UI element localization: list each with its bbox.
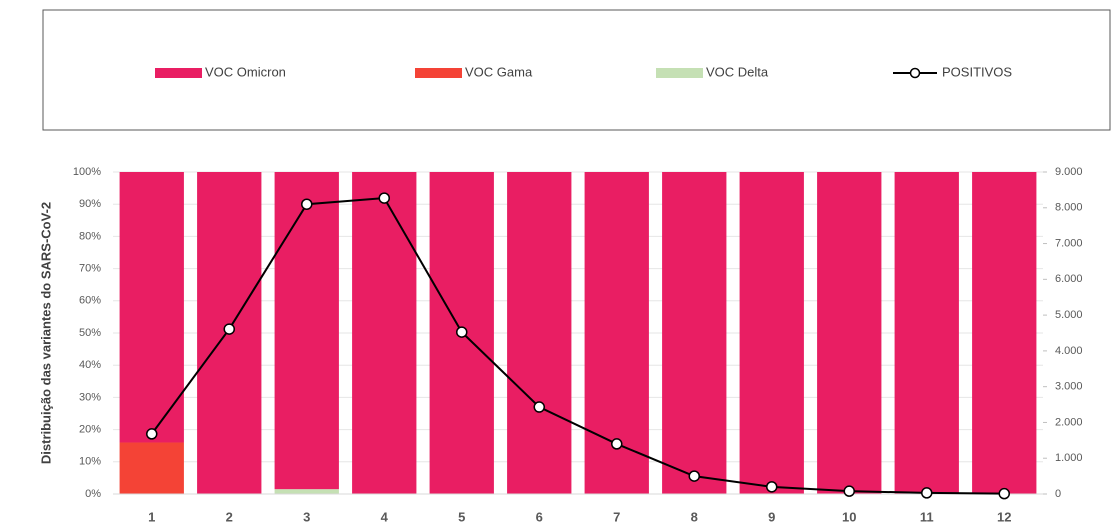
legend-label: VOC Omicron (205, 64, 286, 79)
point (378, 192, 390, 204)
y-tick-label: 70% (79, 263, 101, 275)
point (998, 487, 1010, 500)
y2-tick-label: 3.000 (1055, 381, 1083, 393)
x-tick-label: 12 (997, 509, 1011, 524)
bar (972, 172, 1037, 494)
y2-tick-label: 6.000 (1055, 273, 1083, 285)
y-tick-label: 20% (79, 424, 101, 436)
y2-tick-label: 0 (1055, 488, 1061, 500)
x-tick-label: 11 (920, 509, 934, 524)
point (223, 323, 235, 335)
bar (352, 172, 417, 494)
x-tick-label: 4 (381, 509, 389, 524)
legend-marker (909, 67, 921, 79)
point (533, 401, 545, 413)
point (766, 481, 778, 493)
y2-tick-label: 5.000 (1055, 309, 1083, 321)
legend-label: VOC Delta (706, 64, 769, 79)
x-tick-label: 5 (458, 509, 465, 524)
point (921, 487, 933, 499)
x-tick-label: 1 (148, 509, 155, 524)
bar (119, 172, 184, 443)
legend-label: VOC Gama (465, 64, 533, 79)
point (301, 198, 313, 210)
bar (119, 442, 184, 494)
line (150, 197, 1005, 495)
bar (274, 489, 339, 494)
point (611, 438, 623, 450)
y-tick-label: 100% (73, 166, 101, 178)
point (843, 485, 855, 497)
x-tick-label: 9 (768, 509, 775, 524)
y-tick-label: 40% (79, 359, 101, 371)
y2-tick-label: 9.000 (1055, 166, 1083, 178)
y-tick-label: 0% (85, 488, 101, 500)
y-tick-label: 50% (79, 327, 101, 339)
legend-swatch (155, 68, 202, 78)
y2-tick-label: 2.000 (1055, 416, 1083, 428)
y-tick-label: 60% (79, 295, 101, 307)
y-tick-label: 10% (79, 456, 101, 468)
y-axis-label: Distribuição das variantes do SARS-CoV-2 (38, 202, 53, 464)
y-tick-label: 80% (79, 230, 101, 242)
legend-swatch (656, 68, 703, 78)
x-tick-label: 7 (613, 509, 620, 524)
y2-tick-label: 8.000 (1055, 202, 1083, 214)
x-tick-label: 3 (303, 509, 310, 524)
point (688, 470, 700, 482)
y-tick-label: 30% (79, 391, 101, 403)
x-tick-label: 2 (226, 509, 233, 524)
bar (817, 172, 882, 494)
y2-tick-label: 4.000 (1055, 345, 1083, 357)
y2-tick-label: 1.000 (1055, 452, 1083, 464)
bar (507, 172, 572, 494)
y2-tick-label: 7.000 (1055, 237, 1083, 249)
legend-swatch (415, 68, 462, 78)
bar (274, 172, 339, 490)
point (146, 428, 158, 440)
legend-box (42, 9, 1111, 131)
point (456, 326, 468, 338)
x-tick-label: 6 (536, 509, 543, 524)
legend-label: POSITIVOS (942, 64, 1012, 79)
y-tick-label: 90% (79, 198, 101, 210)
bar (739, 172, 804, 494)
x-tick-label: 8 (691, 509, 698, 524)
bar (662, 172, 727, 494)
bar (894, 172, 959, 494)
x-tick-label: 10 (842, 509, 856, 524)
